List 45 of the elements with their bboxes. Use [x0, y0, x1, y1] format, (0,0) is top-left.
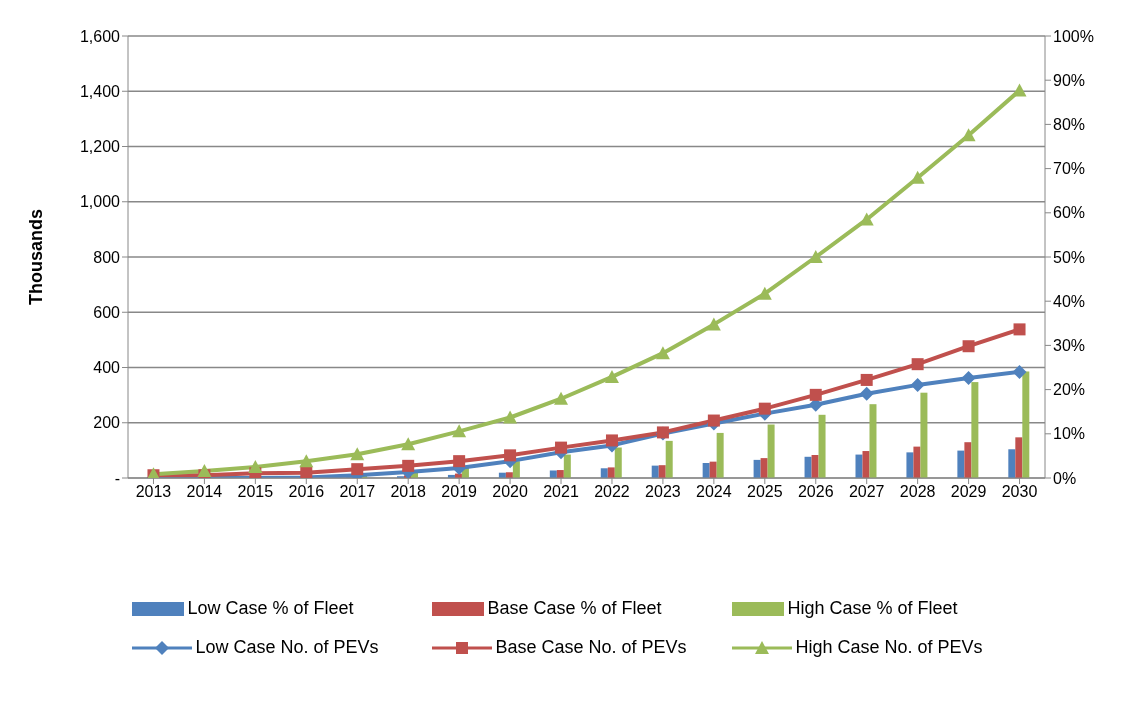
x-tick-label: 2015: [237, 483, 274, 501]
x-tick-label: 2024: [696, 483, 732, 501]
y-tick-label: 800: [93, 248, 121, 266]
y-tick-label: -: [114, 469, 120, 487]
y-tick-label: 1,600: [79, 27, 121, 45]
y2-tick-label: 80%: [1053, 116, 1086, 134]
x-tick-label: 2017: [339, 483, 376, 501]
y-tick-label: 400: [93, 359, 121, 377]
x-tick-label: 2013: [135, 483, 172, 501]
legend-label: Low Case No. of PEVs: [195, 637, 379, 658]
x-tick-label: 2016: [288, 483, 325, 501]
y2-tick-label: 50%: [1053, 248, 1086, 266]
y2-tick-label: 100%: [1053, 27, 1094, 45]
y2-tick-label: 10%: [1053, 425, 1086, 443]
legend-label: High Case % of Fleet: [787, 598, 958, 619]
x-tick-label: 2018: [390, 483, 427, 501]
y2-tick-label: 90%: [1053, 71, 1086, 89]
x-tick-label: 2028: [899, 483, 936, 501]
x-tick-label: 2019: [441, 483, 478, 501]
y-tick-label: 1,000: [79, 193, 121, 211]
x-tick-label: 2020: [492, 483, 528, 501]
y-axis-title: Thousands: [26, 208, 47, 306]
y-tick-label: 200: [93, 414, 121, 432]
legend-label: High Case No. of PEVs: [795, 637, 983, 658]
y2-tick-label: 70%: [1053, 160, 1086, 178]
y2-tick-label: 40%: [1053, 292, 1086, 310]
y2-tick-label: 0%: [1053, 469, 1077, 487]
x-tick-label: 2025: [747, 483, 783, 501]
y2-tick-label: 60%: [1053, 204, 1086, 222]
legend-label: Base Case No. of PEVs: [495, 637, 687, 658]
x-tick-label: 2021: [543, 483, 579, 501]
x-tick-label: 2027: [848, 483, 885, 501]
x-tick-label: 2030: [1001, 483, 1038, 501]
x-tick-label: 2026: [797, 483, 834, 501]
legend-label: Base Case % of Fleet: [487, 598, 662, 619]
x-tick-label: 2029: [950, 483, 987, 501]
y-tick-label: 600: [93, 303, 121, 321]
x-tick-label: 2023: [645, 483, 681, 501]
legend-label: Low Case % of Fleet: [187, 598, 354, 619]
y-tick-label: 1,200: [79, 138, 121, 156]
x-tick-label: 2014: [186, 483, 223, 501]
y2-tick-label: 20%: [1053, 381, 1086, 399]
y2-tick-label: 30%: [1053, 337, 1086, 355]
y-tick-label: 1,400: [79, 82, 121, 100]
x-tick-label: 2022: [594, 483, 630, 501]
